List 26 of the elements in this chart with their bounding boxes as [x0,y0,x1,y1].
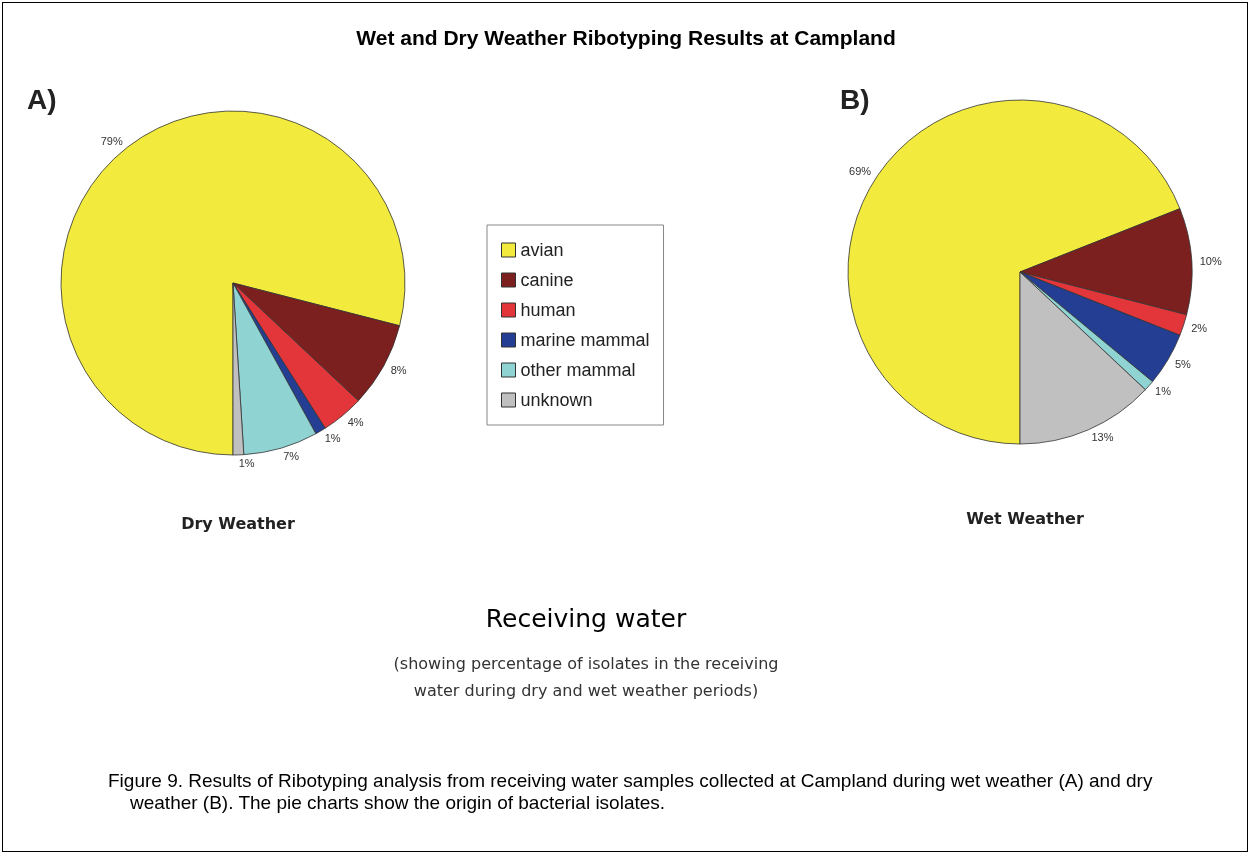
legend-label: canine [520,270,574,290]
text: A) [27,83,57,115]
data-label: 5% [1174,357,1192,370]
data-label: 2% [1191,321,1208,334]
data-label: 1% [238,456,255,469]
legend-label: marine mammal [520,330,650,350]
text: Receiving water [484,604,688,633]
legend-label: avian [520,240,564,260]
legend-label: other mammal [520,360,636,380]
legend-label: unknown [520,390,593,410]
chart-title: Wet and Dry Weather Ribotyping Results at Campland [356,26,896,49]
legend-label: human [520,300,576,320]
data-label: 69% [849,164,872,177]
data-label: 8% [390,363,407,376]
data-label: 1% [1155,385,1172,398]
text: B) [840,83,870,115]
caption: Figure 9. Results of Ribotyping analysis from receiving water samples collected at Campland during wet weather (A) and dry weather (B). The pie charts show the origin of bacterial isolates. [108,770,1154,814]
slice-label: Wet Weather [966,508,1084,528]
data-label: 7% [283,449,300,462]
data-label: 1% [324,431,341,444]
data-label: 10% [1199,254,1222,267]
data-label: 79% [100,134,123,147]
text: (showing percentage of isolates in the receiving water during dry and wet weather periods) [392,653,780,702]
data-label: 4% [347,415,364,428]
data-label: 13% [1091,431,1114,444]
slice-label: Dry Weather [181,513,295,533]
